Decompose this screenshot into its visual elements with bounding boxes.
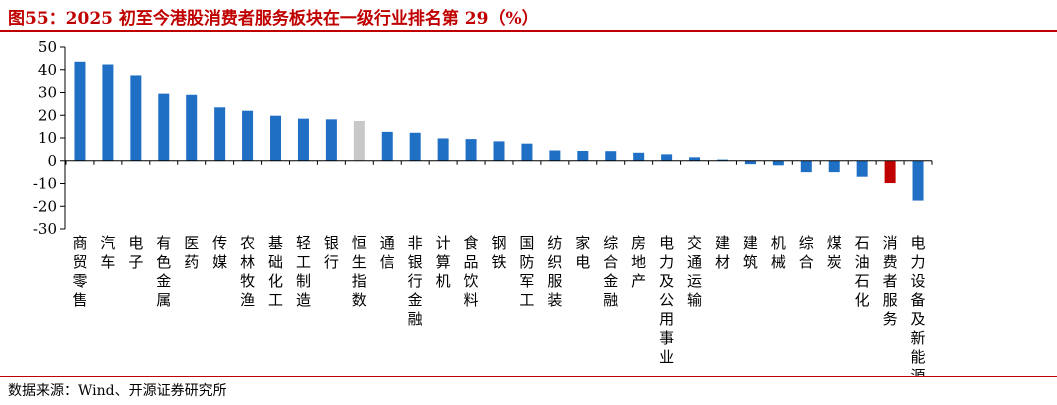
x-tick-label: 基础化工 — [268, 234, 283, 309]
x-tick-label: 汽车 — [100, 234, 115, 271]
bars — [74, 61, 924, 201]
x-tick-labels: 商贸零售汽车电子有色金属医药传媒农林牧渔基础化工轻工制造银行恒生指数通信非银行金… — [72, 234, 925, 376]
x-axis — [65, 160, 933, 165]
bar — [549, 150, 561, 161]
x-tick-label: 电力设备及新能源 — [911, 234, 926, 376]
chart-title: 图55：2025 初至今港股消费者服务板块在一级行业排名第 29（%） — [8, 9, 539, 29]
bar — [214, 107, 226, 161]
bar — [912, 160, 924, 201]
x-tick-label: 石油石化 — [855, 234, 870, 309]
y-tick-label: 30 — [38, 84, 57, 102]
bar — [521, 143, 533, 161]
y-tick-label: -30 — [33, 220, 57, 238]
x-tick-label: 食品饮料 — [464, 234, 479, 309]
x-tick-label: 建材 — [715, 234, 730, 271]
bar — [409, 132, 421, 161]
y-tick-label: 50 — [38, 38, 57, 56]
bar — [772, 160, 784, 166]
x-tick-label: 计算机 — [436, 234, 451, 290]
bar — [130, 75, 142, 161]
bar — [437, 138, 449, 161]
y-axis: 50 40 30 20 10 0 -10 -20 -30 — [33, 38, 66, 238]
bar — [297, 118, 309, 161]
bar — [828, 160, 840, 173]
x-tick-label: 家电 — [575, 234, 590, 271]
x-tick-label: 银行 — [324, 234, 339, 271]
bar — [270, 115, 282, 161]
bar — [661, 154, 673, 161]
bar — [102, 64, 114, 161]
bar — [800, 160, 812, 173]
x-tick-label: 综合金融 — [603, 234, 618, 309]
y-tick-label: 10 — [38, 129, 57, 147]
bar — [744, 160, 756, 165]
x-tick-label: 交通运输 — [687, 234, 702, 309]
bar — [856, 160, 868, 177]
x-tick-label: 有色金属 — [156, 234, 171, 309]
bar — [158, 93, 170, 161]
bar — [884, 160, 896, 184]
x-tick-label: 电子 — [128, 234, 143, 271]
x-tick-label: 农林牧渔 — [240, 234, 255, 309]
x-tick-label: 房地产 — [631, 234, 646, 290]
y-tick-label: 0 — [47, 152, 57, 170]
source-note: 数据来源：Wind、开源证券研究所 — [8, 383, 227, 399]
x-tick-label: 建筑 — [743, 234, 758, 271]
x-tick-label: 恒生指数 — [352, 234, 367, 309]
footer-divider — [0, 376, 1057, 377]
bar-chart: 50 40 30 20 10 0 -10 -20 -30 商贸零售汽车电子有色金属医药传媒农林牧… — [33, 38, 933, 376]
x-tick-label: 医药 — [184, 234, 199, 271]
x-tick-label: 电力及公用事业 — [659, 234, 674, 366]
bar — [74, 61, 86, 161]
bar — [353, 120, 365, 161]
x-tick-label: 商贸零售 — [72, 234, 87, 309]
bar — [242, 110, 254, 161]
bar — [716, 159, 728, 161]
y-tick-label: -10 — [33, 175, 57, 193]
bar — [186, 94, 198, 161]
x-tick-label: 钢铁 — [491, 234, 506, 271]
x-tick-label: 轻工制造 — [296, 234, 311, 309]
x-tick-label: 通信 — [380, 234, 395, 271]
x-tick-label: 综合 — [799, 234, 814, 271]
x-tick-label: 非银行金融 — [408, 234, 423, 328]
bar — [689, 157, 701, 161]
bar — [633, 152, 645, 161]
y-tick-label: 40 — [38, 61, 57, 79]
bar — [325, 119, 337, 161]
bar — [605, 151, 617, 161]
bar — [381, 131, 393, 161]
y-tick-label: 20 — [38, 106, 57, 124]
x-tick-label: 煤炭 — [827, 234, 842, 271]
bar — [465, 139, 477, 161]
x-tick-label: 消费者服务 — [883, 234, 898, 328]
bar — [493, 141, 505, 161]
y-tick-label: -20 — [33, 197, 57, 215]
bar — [577, 150, 589, 161]
x-tick-label: 传媒 — [212, 234, 227, 271]
x-tick-label: 纺织服装 — [547, 234, 562, 309]
title-divider — [0, 30, 1057, 32]
x-tick-label: 国防军工 — [519, 234, 534, 309]
x-tick-label: 机械 — [771, 234, 786, 271]
